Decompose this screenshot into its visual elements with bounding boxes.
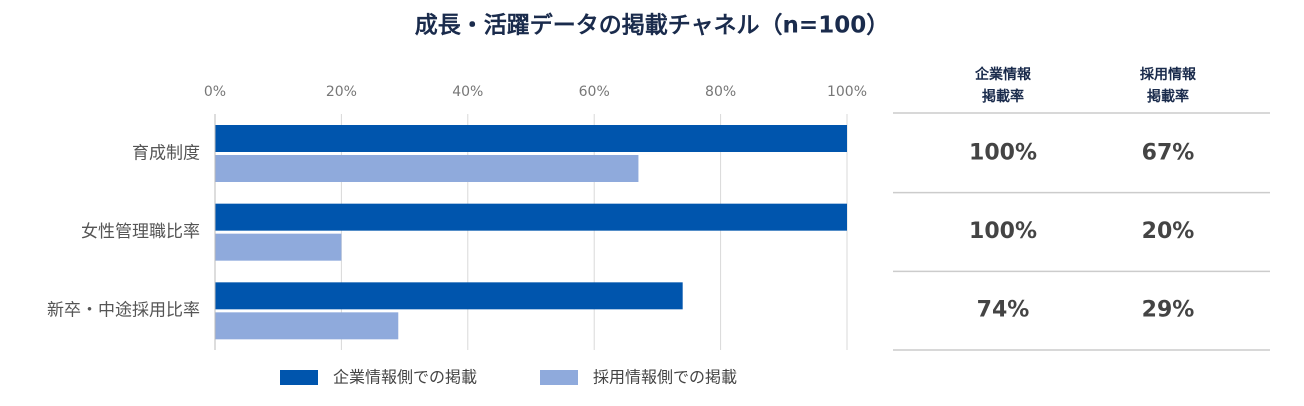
table-header: 掲載率 [982, 88, 1024, 105]
table-header: 採用情報 [1140, 66, 1197, 83]
x-tick-label: 60% [579, 84, 610, 100]
x-tick-label: 80% [705, 84, 736, 100]
legend-swatch [540, 370, 578, 385]
table-value: 100% [969, 140, 1037, 165]
table-value: 74% [977, 298, 1030, 323]
bar [215, 282, 683, 310]
x-tick-label: 0% [204, 84, 226, 100]
bar [215, 233, 342, 261]
y-tick-label: 新卒・中途採用比率 [47, 301, 200, 321]
y-tick-label: 女性管理職比率 [81, 222, 200, 242]
table-value: 67% [1142, 140, 1195, 165]
y-tick-label: 育成制度 [132, 143, 200, 163]
legend-label: 企業情報側での掲載 [333, 368, 477, 387]
table-value: 29% [1142, 298, 1195, 323]
table-value: 100% [969, 219, 1037, 244]
table-header: 企業情報 [974, 66, 1032, 83]
x-tick-label: 20% [326, 84, 357, 100]
x-tick-label: 40% [452, 84, 483, 100]
bar [215, 312, 399, 340]
legend-label: 採用情報側での掲載 [593, 368, 737, 387]
legend-swatch [280, 370, 318, 385]
bar [215, 125, 847, 152]
x-tick-label: 100% [827, 84, 867, 100]
bar [215, 203, 847, 231]
table-value: 20% [1142, 219, 1195, 244]
bar [215, 155, 639, 182]
table-header: 掲載率 [1147, 88, 1189, 105]
chart-title: 成長・活躍データの掲載チャネル（n=100） [415, 12, 889, 39]
